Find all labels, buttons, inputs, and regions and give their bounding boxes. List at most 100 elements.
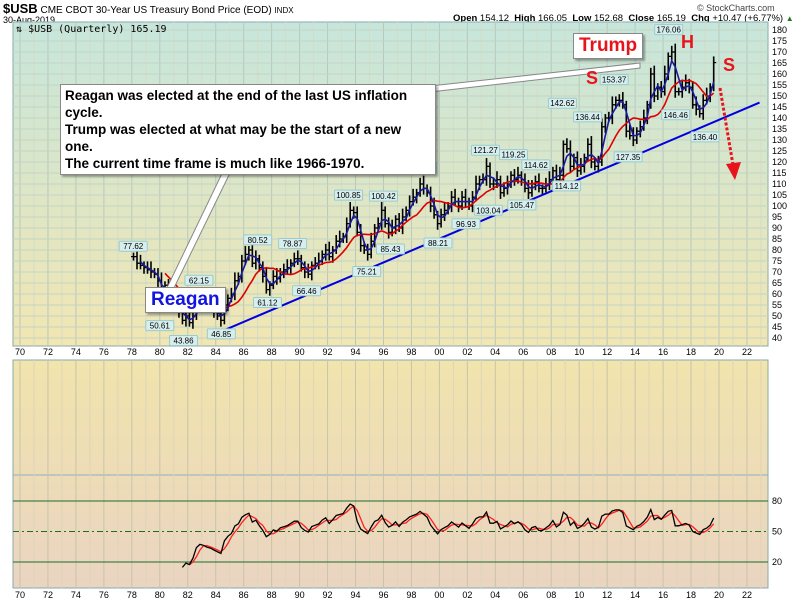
x-tick-label: 12 [602,347,612,357]
x-tick-label: 98 [406,347,416,357]
x-tick-label: 86 [239,347,249,357]
price-legend: ⇅ $USB (Quarterly) 165.19 [16,24,167,35]
price-label-box [368,190,398,202]
price-label: 119.25 [502,151,526,160]
price-label: 62.15 [189,276,210,285]
x-tick-label: 00 [434,347,444,357]
x-tick-label: 84 [211,347,221,357]
y-tick-label: 80 [772,245,782,255]
high-label: High [514,13,536,24]
x-tick-label: 88 [267,590,277,600]
price-label: 61.12 [257,299,278,308]
price-label-box [334,189,364,201]
x-tick-label: 72 [43,347,53,357]
rsi-tick-label: 50 [772,526,782,536]
price-label-box [507,199,537,211]
note-line: The current time frame is much like 1966… [65,156,365,171]
price-label: 50.61 [150,322,171,331]
price-label-box [613,151,643,163]
x-tick-label: 74 [71,347,81,357]
x-tick-label: 12 [602,590,612,600]
description: CME CBOT 30-Year US Treasury Bond Price … [40,5,272,16]
x-tick-label: 70 [15,347,25,357]
x-tick-label: 10 [574,590,584,600]
x-tick-label: 98 [406,590,416,600]
annotation-note: Reagan was elected at the end of the las… [60,84,436,175]
price-label-box [423,237,453,249]
price-label-box [145,320,175,332]
watermark[interactable]: © StockCharts.com [697,3,775,13]
x-tick-label: 16 [658,347,668,357]
trump-label: Trump [573,33,644,59]
trump-callout-pointer [429,62,641,93]
price-label: 85.43 [380,245,401,254]
x-tick-label: 22 [742,347,752,357]
x-tick-label: 90 [295,590,305,600]
x-tick-label: 82 [183,590,193,600]
y-tick-label: 135 [772,124,787,134]
x-tick-label: 14 [630,347,640,357]
x-tick-label: 94 [351,590,361,600]
price-label-box [599,74,629,86]
x-tick-label: 08 [546,590,556,600]
price-label-box [278,237,308,249]
price-label: 127.35 [616,153,641,162]
x-tick-label: 18 [686,347,696,357]
price-label-box [352,266,382,278]
price-label-box [118,240,148,252]
price-label-box [473,204,503,216]
x-tick-label: 90 [295,347,305,357]
open-value: 154.12 [479,13,509,24]
price-label: 77.62 [123,242,144,251]
x-tick-label: 86 [239,590,249,600]
x-tick-label: 06 [518,347,528,357]
slow-moving-average [164,79,715,311]
x-tick-label: 82 [183,347,193,357]
price-label-box [521,159,551,171]
y-tick-label: 40 [772,333,782,343]
note-line: Reagan was elected at the end of the las… [65,88,408,120]
y-tick-label: 115 [772,168,786,178]
x-tick-label: 74 [71,590,81,600]
price-label: 80.52 [248,236,269,245]
close-value: 165.19 [656,13,686,24]
low-label: Low [572,13,592,24]
price-label: 43.86 [174,337,195,346]
price-label: 136.44 [575,113,600,122]
y-tick-label: 150 [772,91,787,101]
x-tick-label: 20 [714,590,724,600]
y-tick-label: 160 [772,69,787,79]
right-shoulder-label: S [723,55,736,75]
price-label: 78.87 [283,239,304,248]
x-tick-label: 10 [574,347,584,357]
y-tick-label: 130 [772,135,787,145]
y-tick-label: 110 [772,179,786,189]
y-tick-label: 65 [772,278,782,288]
x-tick-label: 80 [155,347,165,357]
y-tick-label: 45 [772,322,782,332]
price-label-box [498,149,528,161]
y-tick-label: 75 [772,256,782,266]
price-label-box [243,234,273,246]
y-tick-label: 70 [772,267,782,277]
x-tick-label: 78 [127,347,137,357]
x-tick-label: 18 [686,590,696,600]
chg-label: Chg [691,13,710,24]
price-label-box [654,24,684,36]
x-tick-label: 16 [658,590,668,600]
price-label-box [184,274,214,286]
y-tick-label: 90 [772,223,782,233]
price-label: 100.42 [371,192,396,201]
x-tick-label: 00 [434,590,444,600]
y-tick-label: 55 [772,300,782,310]
x-tick-label: 96 [378,590,388,600]
x-tick-label: 08 [546,347,556,357]
rsi-signal-line [188,505,715,566]
x-tick-label: 14 [630,590,640,600]
rsi-tick-label: 20 [772,557,782,567]
price-label-box [661,109,691,121]
price-label: 146.46 [663,111,688,120]
y-tick-label: 120 [772,157,787,167]
price-label-box [573,111,603,123]
price-label: 100.85 [336,191,361,200]
